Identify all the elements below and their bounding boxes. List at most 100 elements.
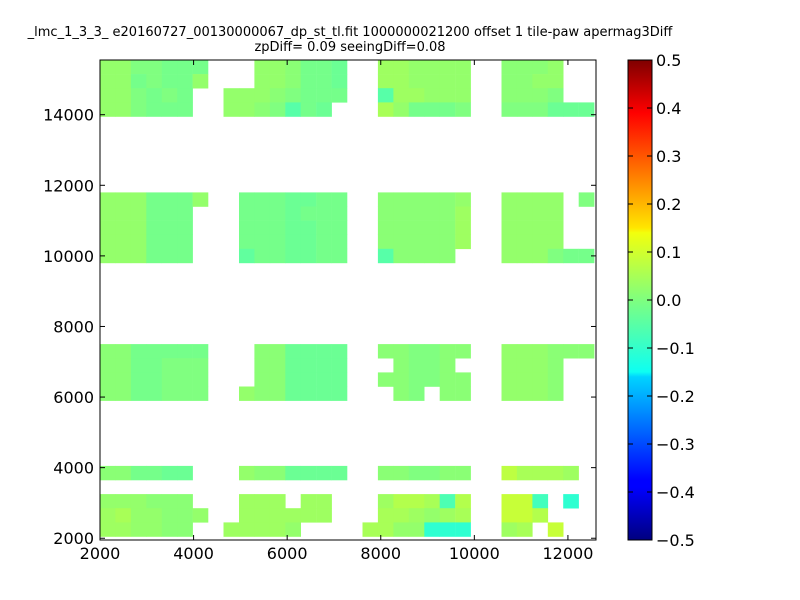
x-tick-label: 6000 xyxy=(267,544,308,563)
heatmap-cell xyxy=(177,386,193,401)
heatmap-cell xyxy=(439,88,456,103)
colorbar-ticks: 0.5 0.4 0.3 0.2 0.1 0.0 −0.1 −0.2 −0.3 −0.4 −0.5 xyxy=(628,51,695,550)
heatmap-cell xyxy=(115,74,132,89)
heatmap-cell xyxy=(254,386,271,401)
heatmap-cell xyxy=(177,102,193,117)
heatmap-cell xyxy=(269,206,286,221)
heatmap-cell xyxy=(177,60,193,75)
heatmap-cell xyxy=(516,234,533,250)
heatmap-cell xyxy=(516,74,533,89)
heatmap-cell xyxy=(316,465,332,481)
heatmap-cell xyxy=(501,60,518,75)
heatmap-cell xyxy=(439,465,456,481)
heatmap-cell xyxy=(424,88,440,103)
heatmap-cell xyxy=(316,234,332,250)
heatmap-cell xyxy=(269,344,286,359)
y-tick-label: 4000 xyxy=(53,459,94,478)
heatmap-cell xyxy=(316,358,332,373)
heatmap-cell xyxy=(254,494,271,509)
heatmap-cell xyxy=(377,206,394,221)
heatmap-cell xyxy=(532,358,549,373)
heatmap-cell xyxy=(331,192,348,207)
heatmap-cell xyxy=(578,192,595,207)
heatmap-cell xyxy=(377,522,394,537)
heatmap-cell xyxy=(192,372,209,387)
heatmap-cell xyxy=(161,465,178,481)
heatmap-cell xyxy=(115,192,132,207)
heatmap-cell xyxy=(408,206,425,221)
heatmap-cell xyxy=(177,465,193,481)
heatmap-cell xyxy=(393,358,410,373)
heatmap-cell xyxy=(115,220,132,235)
heatmap-cell xyxy=(547,358,564,373)
heatmap-cell xyxy=(377,372,394,387)
heatmap-cell xyxy=(269,494,286,509)
heatmap-cell xyxy=(532,192,549,207)
heatmap-cell xyxy=(424,465,440,481)
heatmap-cell xyxy=(532,74,549,89)
heatmap-cell xyxy=(130,386,147,401)
heatmap-cell xyxy=(408,386,425,401)
heatmap-cell xyxy=(146,372,162,387)
heatmap-cell xyxy=(455,206,471,221)
heatmap-cell xyxy=(300,372,317,387)
heatmap-cell xyxy=(300,74,317,89)
heatmap-cell xyxy=(285,74,301,89)
heatmap-cell xyxy=(177,206,193,221)
heatmap-cell xyxy=(408,522,425,537)
heatmap-cell xyxy=(547,60,564,75)
heatmap-cell xyxy=(455,60,471,75)
heatmap-cell xyxy=(146,60,162,75)
heatmap-cell xyxy=(115,206,132,221)
heatmap-cell xyxy=(146,358,162,373)
heatmap-cell xyxy=(331,88,348,103)
heatmap-cell xyxy=(130,234,147,250)
heatmap-cell xyxy=(100,508,116,523)
heatmap-cell xyxy=(316,494,332,509)
heatmap-cell xyxy=(501,465,518,481)
heatmap-cell xyxy=(377,220,394,235)
heatmap-cell xyxy=(516,88,533,103)
heatmap-cell xyxy=(439,494,456,509)
heatmap-cell xyxy=(130,102,147,117)
heatmap-cell xyxy=(161,494,178,509)
heatmap-cell xyxy=(239,206,255,221)
heatmap-cell xyxy=(285,522,301,537)
heatmap-cell xyxy=(100,234,116,250)
heatmap-cell xyxy=(455,220,471,235)
heatmap-cell xyxy=(455,102,471,117)
heatmap-cell xyxy=(177,372,193,387)
heatmap-cell xyxy=(408,344,425,359)
heatmap-cell xyxy=(377,192,394,207)
colorbar-tick-label: −0.1 xyxy=(656,339,695,358)
heatmap-cell xyxy=(285,386,301,401)
heatmap-cell xyxy=(439,522,456,537)
heatmap-cell xyxy=(239,508,255,523)
heatmap-cell xyxy=(455,234,471,250)
heatmap-cell xyxy=(239,386,255,401)
heatmap-cell xyxy=(408,192,425,207)
heatmap-cells xyxy=(100,60,595,537)
heatmap-cell xyxy=(439,248,456,264)
heatmap-cell xyxy=(393,522,410,537)
heatmap-cell xyxy=(239,234,255,250)
heatmap-cell xyxy=(316,386,332,401)
heatmap-cell xyxy=(578,102,595,117)
heatmap-cell xyxy=(439,358,456,373)
x-tick-label: 10000 xyxy=(449,544,500,563)
heatmap-cell xyxy=(146,465,162,481)
heatmap-cell xyxy=(455,522,471,537)
heatmap-cell xyxy=(161,344,178,359)
heatmap-cell xyxy=(532,234,549,250)
heatmap-cell xyxy=(254,522,271,537)
heatmap-cell xyxy=(377,102,394,117)
heatmap-cell xyxy=(547,248,564,264)
heatmap-cell xyxy=(100,206,116,221)
heatmap-cell xyxy=(177,192,193,207)
heatmap-cell xyxy=(316,88,332,103)
heatmap-cell xyxy=(161,508,178,523)
heatmap-cell xyxy=(393,220,410,235)
heatmap-cell xyxy=(316,60,332,75)
heatmap-cell xyxy=(130,358,147,373)
heatmap-cell xyxy=(269,234,286,250)
